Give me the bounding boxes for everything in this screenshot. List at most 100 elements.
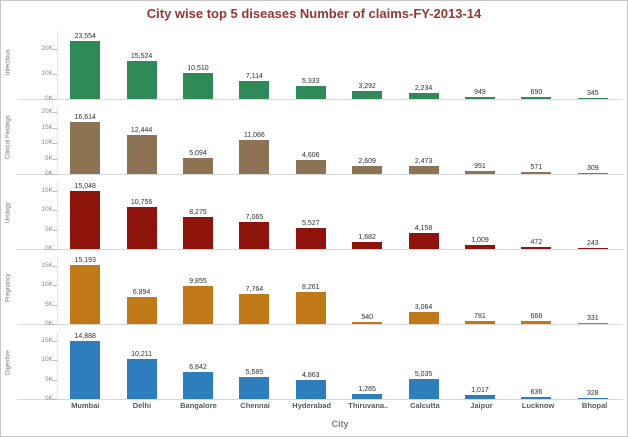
y-tick-label: 5K — [45, 154, 53, 162]
bar-pregnancy-calcutta[interactable] — [408, 312, 439, 324]
bar-infectious-bangalore[interactable] — [183, 73, 213, 99]
y-tick-label: 5K — [45, 300, 53, 308]
bar-digestive-bangalore[interactable] — [183, 372, 213, 399]
bar-value-label: 1,017 — [471, 387, 489, 394]
bar-value-label: 3,292 — [358, 83, 376, 90]
bar-urology-calcutta[interactable] — [408, 233, 439, 249]
bar-clinical-findings-calcutta[interactable] — [408, 166, 439, 174]
x-axis-line — [17, 99, 623, 100]
bar-urology-chennai[interactable] — [239, 222, 270, 249]
y-tick-mark — [53, 49, 57, 51]
bar-digestive-delhi[interactable] — [126, 359, 157, 399]
bar-pregnancy-bangalore[interactable] — [183, 286, 213, 324]
bar-urology-jaipur[interactable] — [465, 245, 495, 249]
bar-urology-bangalore[interactable] — [183, 217, 213, 249]
bar-value-label: 472 — [530, 239, 543, 246]
bar-clinical-findings-mumbai[interactable] — [70, 122, 101, 174]
y-tick-mark — [53, 112, 57, 113]
bar-digestive-thiruvana[interactable] — [352, 394, 383, 399]
y-axis-line — [57, 256, 58, 325]
bar-digestive-jaipur[interactable] — [465, 395, 495, 399]
bar-digestive-chennai[interactable] — [239, 377, 270, 399]
bar-urology-mumbai[interactable] — [70, 191, 101, 249]
bar-digestive-mumbai[interactable] — [70, 341, 101, 399]
bar-pregnancy-jaipur[interactable] — [465, 321, 495, 324]
bar-value-label: 9,855 — [189, 278, 207, 285]
bar-value-label: 331 — [586, 315, 599, 322]
bar-digestive-lucknow[interactable] — [521, 397, 552, 399]
y-tick-mark — [53, 249, 57, 250]
bar-infectious-calcutta[interactable] — [408, 93, 439, 99]
bar-value-label: 10,211 — [131, 351, 153, 358]
bar-value-label: 571 — [530, 164, 543, 171]
x-axis-line — [17, 324, 623, 325]
bar-value-label: 668 — [530, 313, 543, 320]
y-tick-label: 15K — [41, 336, 53, 344]
bar-value-label: 1,682 — [358, 234, 376, 241]
bar-value-label: 5,527 — [302, 220, 320, 227]
bar-value-label: 6,894 — [132, 289, 151, 296]
bar-clinical-findings-bangalore[interactable] — [183, 158, 213, 174]
bar-pregnancy-hyderabad[interactable] — [295, 292, 326, 324]
bar-pregnancy-mumbai[interactable] — [70, 265, 101, 324]
bar-digestive-calcutta[interactable] — [408, 379, 439, 399]
bar-infectious-bhopal[interactable] — [577, 98, 608, 99]
bar-urology-thiruvana[interactable] — [352, 242, 383, 249]
x-axis-line — [17, 249, 623, 250]
bar-value-label: 949 — [474, 89, 486, 96]
x-axis-title: City — [331, 419, 349, 429]
panel-label-pregnancy: Pregnancy — [5, 273, 12, 302]
bar-pregnancy-chennai[interactable] — [239, 294, 270, 324]
x-axis-line — [17, 399, 623, 400]
x-tick-label: Bangalore — [180, 401, 217, 410]
bar-infectious-delhi[interactable] — [126, 61, 157, 99]
y-tick-label: 15K — [41, 123, 53, 131]
bar-digestive-hyderabad[interactable] — [295, 380, 326, 399]
bar-clinical-findings-lucknow[interactable] — [521, 172, 552, 174]
bar-pregnancy-thiruvana[interactable] — [352, 322, 383, 324]
y-tick-label: 15K — [41, 186, 53, 194]
bar-value-label: 4,606 — [302, 152, 320, 159]
x-tick-label: Jaipur — [470, 401, 493, 410]
bar-pregnancy-lucknow[interactable] — [521, 321, 552, 324]
y-tick-mark — [53, 127, 57, 129]
bar-clinical-findings-jaipur[interactable] — [465, 171, 495, 174]
bar-value-label: 5,333 — [302, 78, 320, 85]
bar-value-label: 11,066 — [243, 132, 265, 139]
y-tick-mark — [53, 304, 57, 306]
bar-clinical-findings-delhi[interactable] — [126, 135, 157, 174]
bar-value-label: 2,609 — [358, 158, 376, 165]
bar-infectious-chennai[interactable] — [239, 81, 270, 99]
bar-clinical-findings-thiruvana[interactable] — [352, 166, 383, 174]
y-tick-mark — [53, 360, 57, 362]
bar-urology-delhi[interactable] — [126, 207, 157, 249]
bar-pregnancy-bhopal[interactable] — [577, 323, 608, 324]
bar-value-label: 10,510 — [187, 65, 209, 72]
bar-infectious-jaipur[interactable] — [465, 97, 495, 99]
y-tick-mark — [53, 210, 57, 212]
bar-urology-hyderabad[interactable] — [295, 228, 326, 249]
bar-value-label: 951 — [474, 163, 486, 170]
bar-infectious-hyderabad[interactable] — [295, 86, 326, 99]
y-tick-mark — [53, 399, 57, 400]
y-tick-label: 10K — [41, 70, 53, 78]
bar-urology-bhopal[interactable] — [577, 248, 608, 249]
bar-value-label: 5,585 — [245, 369, 264, 376]
bar-clinical-findings-hyderabad[interactable] — [295, 160, 326, 174]
bar-clinical-findings-chennai[interactable] — [239, 140, 270, 174]
bar-infectious-mumbai[interactable] — [70, 41, 101, 99]
panel-digestive: Digestive 0K 5K 10K 15K 14,888 10,211 6,842 5,58… — [1, 325, 627, 402]
bar-infectious-lucknow[interactable] — [521, 97, 552, 99]
bar-infectious-thiruvana[interactable] — [352, 91, 383, 99]
bar-urology-lucknow[interactable] — [521, 247, 552, 249]
x-axis-tick-labels: Mumbai Delhi Bangalore Chennai Hyderabad Thir… — [57, 401, 623, 410]
bar-value-label: 345 — [586, 90, 599, 97]
bar-pregnancy-delhi[interactable] — [126, 297, 157, 324]
bar-value-label: 5,094 — [189, 150, 207, 157]
bar-value-label: 540 — [361, 314, 374, 321]
bar-value-label: 7,114 — [245, 73, 263, 80]
bar-digestive-bhopal[interactable] — [577, 398, 608, 399]
y-tick-mark — [53, 324, 57, 325]
bar-clinical-findings-bhopal[interactable] — [577, 173, 608, 174]
